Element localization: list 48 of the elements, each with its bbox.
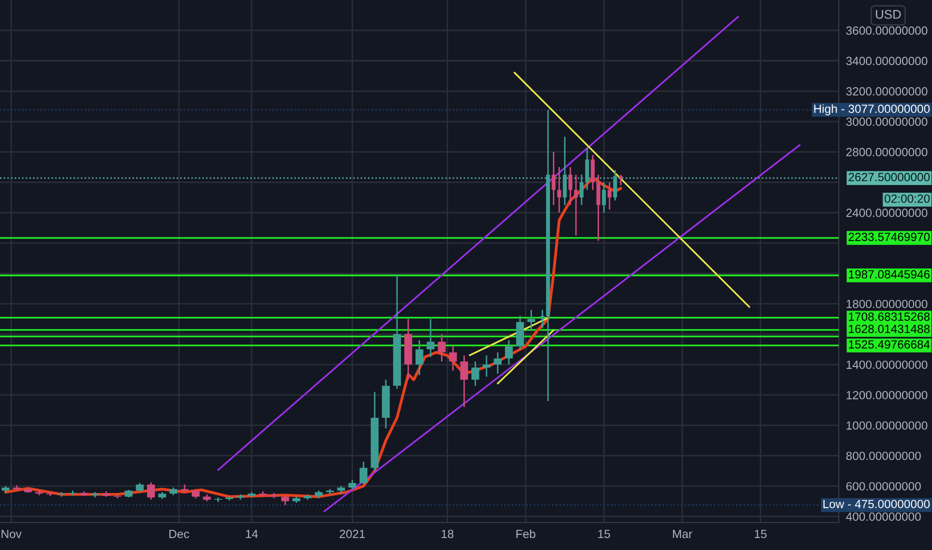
- candlestick: [460, 354, 468, 408]
- y-tick-label: 1400.00000000: [846, 360, 928, 369]
- y-tick-label: 3400.00000000: [846, 56, 928, 66]
- x-tick-label: 15: [754, 530, 767, 538]
- candlestick: [426, 318, 434, 358]
- ref-line-label: Low - 475.00000000: [823, 500, 930, 508]
- candlestick: [360, 461, 368, 486]
- ref-line-label: 2233.57469970: [848, 232, 930, 242]
- y-tick-label: 800.00000000: [846, 452, 921, 460]
- y-tick-label: 3600.00000000: [846, 26, 928, 35]
- x-tick-label: Nov: [2, 530, 22, 538]
- x-tick-label: 18: [442, 530, 454, 538]
- x-tick-label: 14: [246, 530, 258, 538]
- y-tick-label: 600.00000000: [846, 482, 921, 490]
- y-tick-label: 2400.00000000: [846, 208, 928, 218]
- y-tick-label: 1800.00000000: [846, 300, 928, 308]
- x-tick-label: 2021: [340, 530, 365, 538]
- candlestick: [449, 346, 457, 372]
- y-tick-label: 3200.00000000: [846, 87, 928, 96]
- x-tick-label: Feb: [516, 529, 536, 538]
- y-axis-title: USD: [876, 10, 901, 19]
- ref-line-label: 1525.49766684: [848, 340, 930, 349]
- text: 02:00:20: [884, 194, 930, 203]
- x-tick-label: 15: [598, 530, 610, 538]
- candlestick: [471, 360, 480, 386]
- candlestick: [147, 482, 155, 500]
- candlestick: [136, 482, 144, 493]
- y-tick-label: 1200.00000000: [846, 390, 928, 400]
- ref-line-label: 1987.08445946: [848, 270, 930, 279]
- ref-line-label: 1628.01431488: [848, 324, 930, 334]
- ref-line-label: 1708.68315268: [848, 312, 930, 321]
- y-tick-label: 2800.00000000: [846, 148, 928, 156]
- ref-line-label: 2627.50000000: [848, 172, 930, 182]
- y-tick-label: 1000.00000000: [846, 421, 928, 430]
- candlestick: [281, 494, 290, 506]
- candlestick: [527, 309, 536, 332]
- candlestick: [494, 352, 502, 374]
- candlestick: [438, 333, 446, 362]
- y-tick-label: 400.00000000: [846, 512, 921, 521]
- ref-line-label: High - 3077.00000000: [814, 104, 930, 116]
- x-tick-label: Dec: [169, 530, 190, 538]
- candlestick: [482, 354, 490, 378]
- x-tick-label: Mar: [673, 530, 692, 538]
- candlestick: [192, 488, 200, 499]
- candlestick: [415, 340, 424, 376]
- candlestick: [348, 479, 356, 490]
- y-tick-label: 3000.00000000: [846, 118, 928, 126]
- candlestick: [504, 340, 513, 366]
